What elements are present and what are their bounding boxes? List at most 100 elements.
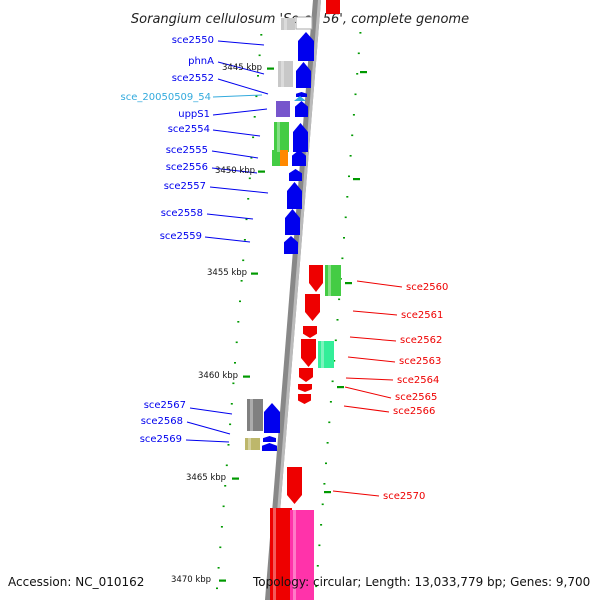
- right-track-tick: [331, 380, 334, 383]
- reverse-gene-arrow: [301, 339, 316, 367]
- right-track-tick: [334, 339, 337, 342]
- gene-connector: [185, 439, 230, 443]
- gene-connector: [186, 421, 231, 435]
- gene-label-sce2564: sce2564: [397, 375, 439, 386]
- left-track-tick: [234, 362, 236, 364]
- gene-connector: [204, 236, 251, 243]
- gene-label-sce2562: sce2562: [400, 335, 442, 346]
- gene-connector: [212, 129, 261, 137]
- right-track-tick: [338, 298, 341, 301]
- kbp-label: 3460 kbp: [198, 371, 238, 381]
- feature-block: [278, 61, 293, 87]
- right-major-tick: [337, 386, 344, 389]
- left-track-tick: [240, 280, 243, 282]
- left-track-tick: [237, 321, 240, 323]
- gene-label-uppS1: uppS1: [178, 109, 210, 120]
- block-shading: [321, 341, 324, 368]
- right-track-tick: [356, 73, 359, 75]
- feature-block: [272, 150, 281, 166]
- gene-connector: [212, 94, 263, 98]
- left-track-tick: [243, 239, 246, 241]
- feature-block: [280, 150, 288, 166]
- left-track-tick: [216, 587, 218, 590]
- right-track-tick: [348, 175, 350, 178]
- gene-connector: [217, 78, 269, 95]
- gene-label-sce2557: sce2557: [164, 181, 206, 192]
- feature-block: [290, 510, 314, 600]
- gene-connector: [211, 150, 259, 159]
- gene-connector: [349, 336, 397, 342]
- forward-gene-arrow: [295, 101, 308, 117]
- kbp-major-tick: [243, 375, 250, 378]
- gene-connector: [217, 61, 265, 75]
- forward-gene-arrow: [293, 123, 308, 152]
- gene-connector: [347, 356, 396, 363]
- gene-label-sce2563: sce2563: [399, 356, 441, 367]
- backbone-highlight: [270, 0, 321, 600]
- gene-connector: [189, 407, 233, 415]
- right-major-tick: [345, 282, 352, 285]
- gene-label-sce2565: sce2565: [395, 392, 437, 403]
- forward-gene-arrow: [263, 436, 276, 442]
- gene-label-sce2556: sce2556: [166, 162, 208, 173]
- left-track-tick: [250, 157, 253, 159]
- reverse-gene-arrow: [299, 368, 313, 382]
- right-major-tick: [360, 71, 367, 74]
- right-track-tick: [359, 32, 362, 34]
- gene-label-sce2568: sce2568: [141, 416, 183, 427]
- right-major-tick: [353, 178, 360, 181]
- feature-block: [274, 122, 289, 152]
- right-track-tick: [341, 257, 344, 260]
- forward-gene-arrow: [262, 443, 277, 451]
- left-track-tick: [260, 34, 263, 36]
- left-track-tick: [230, 403, 233, 405]
- left-track-tick: [258, 54, 261, 57]
- right-track-tick: [349, 155, 352, 157]
- left-track-tick: [239, 300, 241, 303]
- label-connectors: [185, 40, 403, 497]
- kbp-major-tick: [267, 67, 274, 70]
- left-track-tick: [245, 218, 248, 221]
- right-track-tick: [352, 114, 355, 116]
- kbp-label: 3450 kbp: [215, 166, 255, 176]
- right-track-tick: [357, 52, 360, 55]
- feature-blocks: [245, 0, 341, 600]
- top-gray-box: [295, 16, 313, 30]
- left-track-tick: [227, 444, 230, 446]
- reverse-gene-arrow: [298, 394, 311, 404]
- right-track-tick: [333, 360, 336, 362]
- block-shading: [284, 18, 287, 30]
- feature-block: [276, 101, 290, 117]
- block-shading: [281, 61, 284, 87]
- block-shading: [328, 265, 331, 296]
- gene-label-sce2561: sce2561: [401, 310, 443, 321]
- block-shading: [250, 399, 253, 431]
- forward-gene-arrow: [298, 32, 314, 61]
- right-track-tick: [354, 93, 357, 96]
- right-track-tick: [326, 442, 329, 444]
- gene-connector: [217, 40, 265, 46]
- right-track-tick: [325, 462, 327, 465]
- gene-connector: [212, 108, 268, 116]
- topology-text: Topology: circular; Length: 13,033,779 b…: [252, 575, 590, 589]
- ncrna-arrow: [294, 96, 306, 101]
- left-track-tick: [232, 382, 235, 385]
- right-track-tick: [346, 196, 349, 198]
- left-track-tick: [220, 526, 223, 528]
- gene-label-sce2570: sce2570: [383, 491, 425, 502]
- kbp-label: 3445 kbp: [222, 63, 262, 73]
- right-track-tick: [336, 319, 339, 321]
- gene-label-sce2569: sce2569: [140, 434, 182, 445]
- left-track-tick: [224, 485, 227, 487]
- kbp-scale: 3445 kbp 3450 kbp 3455 kbp 3460 kbp 3465 kbp…: [171, 63, 367, 585]
- left-track-tick: [255, 95, 258, 98]
- feature-block: [281, 18, 295, 30]
- kbp-major-tick: [258, 170, 265, 173]
- left-track-tick: [253, 116, 256, 118]
- forward-gene-arrow: [284, 236, 298, 254]
- feature-block: [245, 438, 260, 450]
- block-shading: [293, 510, 296, 600]
- right-track-tick: [329, 401, 332, 403]
- feature-block: [270, 508, 292, 600]
- reverse-gene-arrow: [303, 326, 317, 338]
